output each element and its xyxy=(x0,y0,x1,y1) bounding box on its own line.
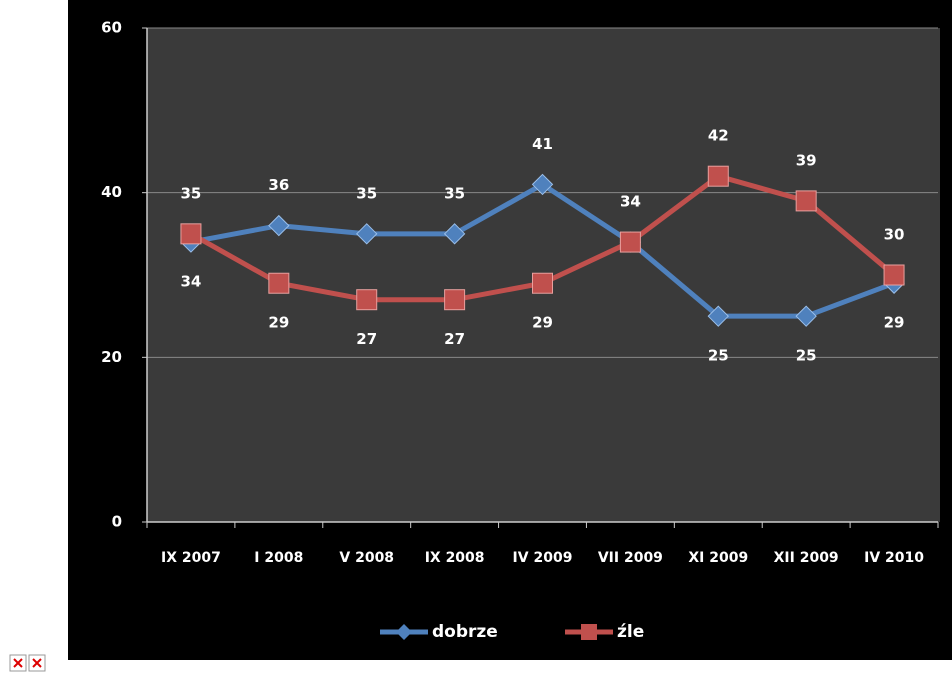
y-tick-label: 20 xyxy=(101,348,122,366)
x-tick-label: VII 2009 xyxy=(598,550,663,566)
broken-image-icons xyxy=(9,654,46,672)
data-label: 29 xyxy=(884,314,905,332)
point xyxy=(268,272,290,294)
x-tick-label: IV 2010 xyxy=(864,550,924,566)
x-tick-label: XII 2009 xyxy=(774,550,839,566)
point xyxy=(883,264,905,286)
legend-label: źle xyxy=(617,622,644,642)
legend-label: dobrze xyxy=(432,622,498,642)
y-tick-label: 40 xyxy=(101,183,122,201)
point xyxy=(795,305,817,327)
data-label: 42 xyxy=(708,127,729,145)
data-label: 41 xyxy=(532,135,553,153)
x-tick-label: IX 2007 xyxy=(161,550,221,566)
x-tick-label: IV 2009 xyxy=(513,550,573,566)
point xyxy=(180,223,202,245)
data-label: 27 xyxy=(356,330,377,348)
data-label: 36 xyxy=(268,176,289,194)
data-label: 35 xyxy=(356,184,377,202)
point xyxy=(268,214,290,237)
point xyxy=(619,231,641,253)
x-tick-label: XI 2009 xyxy=(688,550,748,566)
y-tick-label: 0 xyxy=(112,513,122,531)
legend-marker xyxy=(581,624,597,640)
data-label: 25 xyxy=(796,347,817,365)
data-label: 29 xyxy=(532,314,553,332)
x-tick-label: I 2008 xyxy=(254,550,303,566)
data-label: 25 xyxy=(708,347,729,365)
data-label: 34 xyxy=(620,193,641,211)
point xyxy=(444,289,466,311)
point xyxy=(356,289,378,311)
point xyxy=(795,190,817,212)
data-label: 35 xyxy=(181,184,202,202)
x-tick-label: IX 2008 xyxy=(425,550,485,566)
point xyxy=(532,272,553,294)
x-tick-label: V 2008 xyxy=(339,550,394,566)
point xyxy=(443,223,466,245)
data-label: 34 xyxy=(620,193,641,211)
data-label: 35 xyxy=(444,184,465,202)
data-label: 39 xyxy=(796,151,817,169)
point xyxy=(707,165,729,187)
point xyxy=(531,173,554,196)
data-label: 27 xyxy=(444,330,465,348)
point xyxy=(707,305,729,327)
data-label: 30 xyxy=(884,226,905,244)
y-tick-label: 60 xyxy=(101,19,122,37)
data-label: 29 xyxy=(268,314,289,332)
point xyxy=(356,223,378,245)
data-label: 34 xyxy=(181,273,202,291)
legend-marker xyxy=(396,624,412,640)
